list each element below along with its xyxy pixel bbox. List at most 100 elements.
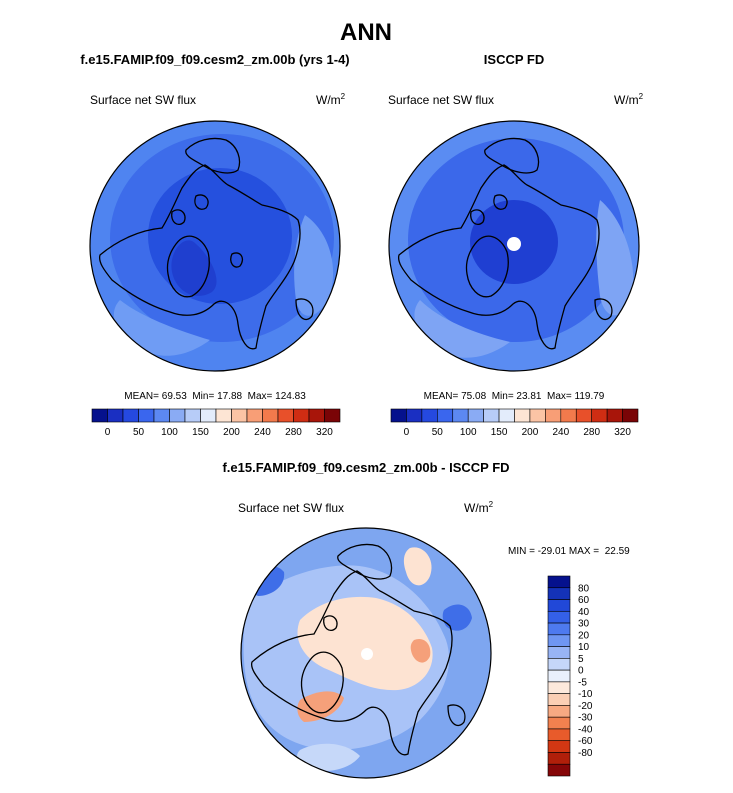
diff-colorbar-swatch [547, 693, 571, 706]
model-colorbar-tick-label: 200 [223, 427, 240, 438]
model-colorbar-tick-label: 50 [133, 427, 145, 438]
diff-colorbar-swatch [547, 646, 571, 659]
obs-colorbar-tick-label: 240 [552, 427, 569, 438]
model-colorbar-swatch [215, 408, 232, 423]
panel-diff-map [241, 528, 491, 778]
panel-model: f.e15.FAMIP.f09_f09.cesm2_zm.00b (yrs 1-… [80, 52, 349, 438]
obs-colorbar-tick-label: 100 [460, 427, 477, 438]
diff-colorbar-tick-label: -80 [578, 748, 593, 759]
obs-colorbar-swatch [437, 408, 454, 423]
panel-diff-units: W/m2 [464, 500, 494, 515]
diff-coastlines [250, 543, 466, 756]
obs-pole-hole [507, 237, 521, 251]
main-title: ANN [340, 19, 392, 46]
panel-diff: f.e15.FAMIP.f09_f09.cesm2_zm.00b - ISCCP… [222, 460, 630, 779]
model-colorbar-swatch [277, 408, 294, 423]
model-atlantic-band [113, 300, 210, 356]
obs-colorbar-swatch [390, 408, 407, 423]
panel-obs-colorbar: 0 50 100 150 200 240 280 320 [390, 408, 639, 438]
model-colorbar-swatch [169, 408, 186, 423]
diff-colorbar-tick-label: -60 [578, 736, 593, 747]
obs-colorbar-swatch [622, 408, 639, 423]
obs-colorbar-tick-label: 320 [614, 427, 631, 438]
model-colorbar-swatch [293, 408, 310, 423]
panel-model-variable: Surface net SW flux [90, 93, 196, 107]
diff-negative-patch-east [442, 604, 472, 631]
diff-colorbar-swatch [547, 610, 571, 624]
obs-colorbar-swatch [483, 408, 500, 423]
obs-colorbar-swatch [545, 408, 562, 423]
diff-colorbar-tick-label: 40 [578, 607, 590, 618]
diff-colorbar-swatch [547, 658, 571, 671]
obs-colorbar-swatch [560, 408, 577, 423]
model-colorbar-swatch [153, 408, 170, 423]
panel-model-heading: f.e15.FAMIP.f09_f09.cesm2_zm.00b (yrs 1-… [80, 52, 349, 67]
obs-colorbar-tick-label: 280 [583, 427, 600, 438]
diff-positive-region [297, 596, 433, 691]
panel-model-map [90, 121, 340, 371]
obs-atlantic-band [414, 300, 510, 358]
obs-colorbar-tick-label: 200 [522, 427, 539, 438]
diff-colorbar-swatch [547, 669, 571, 683]
diff-positive-patch-east [410, 638, 431, 663]
model-colorbar-tick-label: 320 [316, 427, 333, 438]
diff-colorbar-swatch [547, 716, 571, 730]
model-colorbar-swatch [262, 408, 279, 423]
model-colorbar-swatch [138, 408, 155, 423]
panel-obs-variable: Surface net SW flux [388, 93, 494, 107]
diff-near-zero-south [297, 743, 360, 771]
panel-model-colorbar: 0 50 100 150 200 240 280 320 [91, 408, 341, 438]
model-colorbar-tick-label: 100 [161, 427, 178, 438]
diff-positive-patch-north [403, 547, 432, 586]
diff-colorbar-swatch [547, 728, 571, 742]
diff-colorbar-swatch [547, 599, 571, 612]
model-colorbar-swatch [91, 408, 108, 423]
obs-colorbar-swatch [606, 408, 623, 423]
diff-positive-greenland [297, 691, 344, 722]
panel-obs-map-border [388, 120, 640, 372]
diff-colorbar-tick-label: 30 [578, 619, 590, 630]
panel-model-units: W/m2 [316, 92, 346, 107]
model-colorbar-tick-label: 240 [254, 427, 271, 438]
panel-obs-stats: MEAN= 75.08 Min= 23.81 Max= 119.79 [424, 391, 605, 402]
panel-obs-units: W/m2 [614, 92, 644, 107]
obs-colorbar-tick-label: 0 [404, 427, 410, 438]
obs-colorbar-swatch [575, 408, 592, 423]
panel-obs-units-exp: 2 [639, 92, 644, 101]
diff-colorbar-swatch [547, 705, 571, 718]
panel-diff-minmax: MIN = -29.01 MAX = 22.59 [508, 546, 630, 557]
panel-obs: ISCCP FD Surface net SW flux W/m2 MEAN= … [388, 52, 644, 438]
obs-coastlines [397, 137, 613, 350]
model-coastlines [98, 137, 314, 350]
panel-model-map-border [89, 120, 341, 372]
model-pacific-band [294, 215, 334, 316]
obs-colorbar-swatch [498, 408, 515, 423]
panel-diff-units-base: W/m [464, 501, 489, 515]
diff-colorbar-tick-label: -20 [578, 701, 593, 712]
panel-obs-units-base: W/m [614, 93, 639, 107]
panel-obs-map [389, 121, 639, 371]
model-colorbar-swatch [324, 408, 341, 423]
diff-colorbar-swatch [547, 587, 571, 600]
model-colorbar-swatch [107, 408, 124, 423]
model-colorbar-swatch [122, 408, 139, 423]
panel-obs-heading: ISCCP FD [484, 52, 544, 67]
obs-colorbar-swatch [467, 408, 484, 423]
obs-colorbar-swatch [529, 408, 546, 423]
model-colorbar-swatch [231, 408, 248, 423]
diff-pole-hole [361, 648, 373, 660]
model-colorbar-tick-label: 0 [105, 427, 111, 438]
panel-diff-variable: Surface net SW flux [238, 501, 344, 515]
obs-colorbar-swatch [514, 408, 531, 423]
obs-colorbar-tick-label: 50 [432, 427, 444, 438]
diff-colorbar-tick-label: -5 [578, 677, 587, 688]
obs-colorbar-tick-label: 150 [491, 427, 508, 438]
obs-colorbar-swatch [406, 408, 423, 423]
diff-colorbar-swatch [547, 634, 571, 647]
diff-colorbar-swatch [547, 763, 571, 777]
diff-colorbar-tick-label: 20 [578, 630, 590, 641]
obs-colorbar-swatch [591, 408, 608, 423]
model-arctic-low [148, 168, 292, 304]
